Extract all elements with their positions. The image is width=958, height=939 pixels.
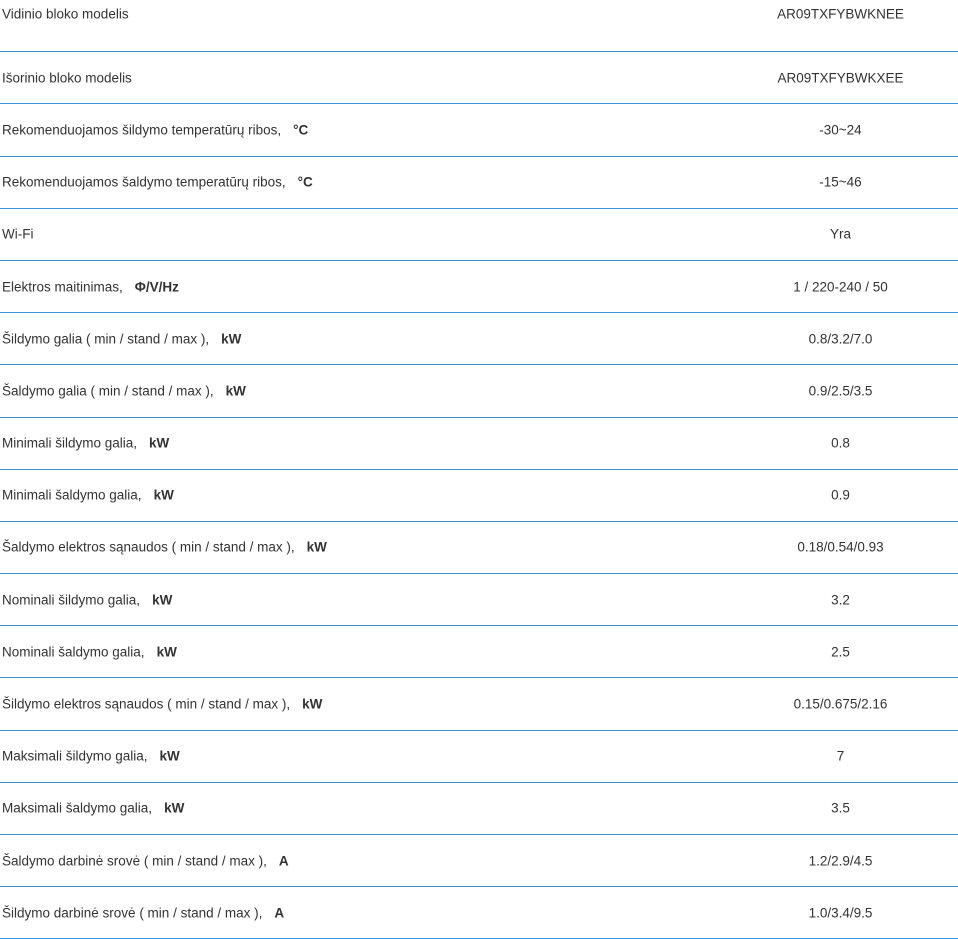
spec-unit: °C [293, 122, 309, 138]
spec-label: Maksimali šaldymo galia, kW [2, 801, 184, 816]
spec-label: Elektros maitinimas, Φ/V/Hz [2, 279, 179, 294]
spec-value: 0.8 [831, 435, 850, 451]
spec-unit: kW [306, 539, 327, 555]
spec-label-text: Šaldymo galia ( min / stand / max ), [2, 383, 214, 399]
spec-label-text: Išorinio bloko modelis [2, 70, 132, 86]
spec-unit: kW [156, 644, 177, 660]
spec-label-text: Rekomenduojamos šaldymo temperatūrų ribo… [2, 174, 286, 190]
spec-row: Šildymo galia ( min / stand / max ), kW 0… [0, 313, 958, 366]
spec-row: Šaldymo elektros sąnaudos ( min / stand … [0, 522, 958, 575]
spec-label-text: Maksimali šildymo galia, [2, 748, 148, 764]
spec-row: Maksimali šaldymo galia, kW 3.5 [0, 783, 958, 835]
spec-row: Išorinio bloko modelis AR09TXFYBWKXEE [0, 52, 958, 105]
spec-value: 0.15/0.675/2.16 [793, 696, 888, 712]
spec-label-text: Maksimali šaldymo galia, [2, 800, 153, 816]
spec-row: Rekomenduojamos šildymo temperatūrų ribo… [0, 104, 958, 157]
spec-row: Šildymo darbinė srovė ( min / stand / ma… [0, 887, 958, 939]
spec-value: 3.5 [831, 800, 850, 816]
spec-value: 0.18/0.54/0.93 [797, 539, 884, 555]
spec-label: Šildymo darbinė srovė ( min / stand / ma… [2, 905, 284, 920]
spec-label-text: Šildymo galia ( min / stand / max ), [2, 331, 210, 347]
spec-label: Šildymo elektros sąnaudos ( min / stand … [2, 697, 322, 712]
spec-label: Rekomenduojamos šaldymo temperatūrų ribo… [2, 175, 313, 190]
spec-label-text: Wi-Fi [2, 226, 34, 242]
spec-unit: Φ/V/Hz [134, 279, 179, 295]
spec-row: Nominali šaldymo galia, kW 2.5 [0, 626, 958, 679]
spec-label-text: Elektros maitinimas, [2, 279, 123, 295]
spec-label: Vidinio bloko modelis [2, 7, 129, 22]
spec-row: Maksimali šildymo galia, kW 7 [0, 731, 958, 783]
spec-row: Minimali šaldymo galia, kW 0.9 [0, 470, 958, 522]
spec-row: Minimali šildymo galia, kW 0.8 [0, 418, 958, 470]
spec-label-text: Šaldymo elektros sąnaudos ( min / stand … [2, 539, 295, 555]
spec-label: Šildymo galia ( min / stand / max ), kW [2, 331, 241, 346]
spec-unit: kW [221, 331, 242, 347]
spec-value: 1.2/2.9/4.5 [808, 853, 873, 869]
spec-label-text: Šildymo elektros sąnaudos ( min / stand … [2, 696, 291, 712]
spec-value: 3.2 [831, 592, 850, 608]
spec-label-text: Rekomenduojamos šildymo temperatūrų ribo… [2, 122, 282, 138]
spec-unit: kW [159, 748, 180, 764]
spec-value: 1.0/3.4/9.5 [808, 905, 873, 921]
spec-row: Šildymo elektros sąnaudos ( min / stand … [0, 678, 958, 731]
spec-row: Rekomenduojamos šaldymo temperatūrų ribo… [0, 157, 958, 209]
spec-unit: kW [149, 435, 170, 451]
spec-value: 2.5 [831, 644, 850, 660]
spec-unit: kW [225, 383, 246, 399]
spec-label: Nominali šaldymo galia, kW [2, 644, 177, 659]
spec-label-text: Šildymo darbinė srovė ( min / stand / ma… [2, 905, 263, 921]
spec-value: 0.9/2.5/3.5 [808, 383, 873, 399]
spec-unit: kW [164, 800, 185, 816]
spec-label: Rekomenduojamos šildymo temperatūrų ribo… [2, 122, 308, 137]
spec-value: 7 [836, 748, 845, 764]
spec-label: Nominali šildymo galia, kW [2, 592, 172, 607]
spec-row: Elektros maitinimas, Φ/V/Hz 1 / 220-240 /… [0, 261, 958, 314]
spec-label: Minimali šildymo galia, kW [2, 436, 169, 451]
spec-value: 1 / 220-240 / 50 [793, 279, 888, 295]
spec-unit: °C [297, 174, 313, 190]
spec-unit: A [278, 853, 289, 869]
spec-label: Maksimali šildymo galia, kW [2, 749, 180, 764]
spec-label: Šaldymo galia ( min / stand / max ), kW [2, 383, 246, 398]
spec-row: Šaldymo darbinė srovė ( min / stand / ma… [0, 835, 958, 888]
spec-unit: kW [153, 487, 174, 503]
spec-label: Wi-Fi [2, 227, 33, 242]
spec-label-text: Minimali šaldymo galia, [2, 487, 142, 503]
spec-label-text: Nominali šaldymo galia, [2, 644, 145, 660]
spec-label: Šaldymo darbinė srovė ( min / stand / ma… [2, 853, 289, 868]
spec-label-text: Šaldymo darbinė srovė ( min / stand / ma… [2, 853, 267, 869]
spec-value: AR09TXFYBWKNEE [777, 6, 904, 22]
spec-label: Minimali šaldymo galia, kW [2, 488, 174, 503]
spec-label: Išorinio bloko modelis [2, 70, 132, 85]
spec-label-text: Vidinio bloko modelis [2, 6, 129, 22]
spec-label: Šaldymo elektros sąnaudos ( min / stand … [2, 540, 327, 555]
spec-row: Nominali šildymo galia, kW 3.2 [0, 574, 958, 627]
spec-value: -30~24 [819, 122, 862, 138]
spec-value: AR09TXFYBWKXEE [777, 70, 904, 86]
spec-value: Yra [829, 226, 851, 242]
spec-row: Vidinio bloko modelis AR09TXFYBWKNEE [0, 0, 958, 53]
spec-value: 0.9 [831, 487, 850, 503]
spec-label-text: Minimali šildymo galia, [2, 435, 138, 451]
spec-unit: A [274, 905, 285, 921]
spec-unit: kW [302, 696, 323, 712]
spec-value: 0.8/3.2/7.0 [808, 331, 873, 347]
spec-unit: kW [152, 592, 173, 608]
spec-row: Šaldymo galia ( min / stand / max ), kW 0… [0, 365, 958, 418]
spec-label-text: Nominali šildymo galia, [2, 592, 141, 608]
spec-row: Wi-Fi Yra [0, 209, 958, 261]
spec-value: -15~46 [819, 174, 862, 190]
